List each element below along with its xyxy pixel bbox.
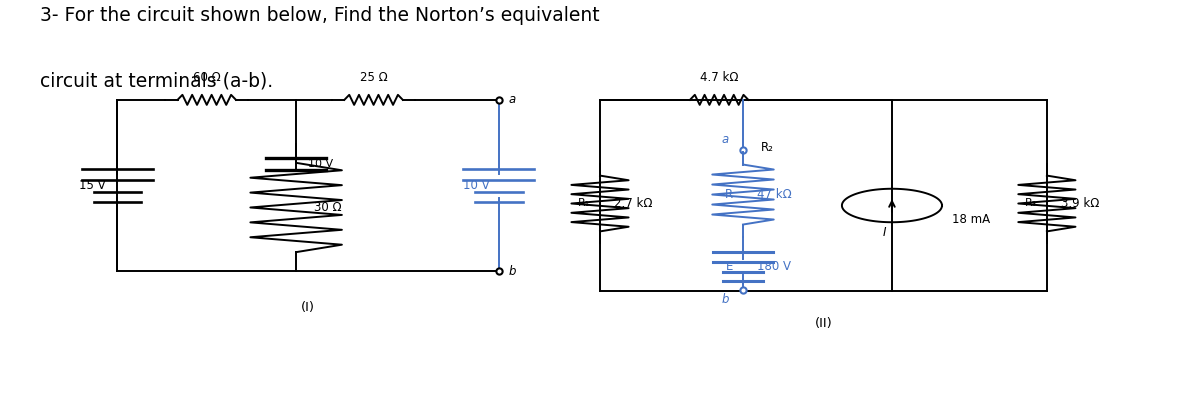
Text: 25 Ω: 25 Ω: [360, 71, 388, 84]
Text: E: E: [726, 260, 733, 274]
Text: R: R: [725, 188, 733, 201]
Text: R₁: R₁: [578, 199, 590, 208]
Text: I: I: [882, 226, 886, 239]
Text: a: a: [509, 93, 516, 106]
Text: 10 V: 10 V: [462, 179, 490, 192]
Text: 3.9 kΩ: 3.9 kΩ: [1061, 197, 1099, 210]
Text: 3- For the circuit shown below, Find the Norton’s equivalent: 3- For the circuit shown below, Find the…: [40, 6, 600, 25]
Text: 60 Ω: 60 Ω: [193, 71, 221, 84]
Text: 10 V: 10 V: [308, 159, 334, 168]
Text: (I): (I): [301, 301, 316, 314]
Text: 2.7 kΩ: 2.7 kΩ: [614, 197, 653, 210]
Text: 180 V: 180 V: [757, 260, 791, 274]
Text: b: b: [721, 293, 728, 306]
Text: R₃: R₃: [1025, 199, 1037, 208]
Text: 15 V: 15 V: [79, 179, 106, 192]
Text: 30 Ω: 30 Ω: [314, 201, 342, 214]
Text: circuit at terminals (a-b).: circuit at terminals (a-b).: [40, 72, 274, 91]
Text: R₂: R₂: [761, 141, 774, 154]
Text: a: a: [721, 133, 728, 146]
Text: 47 kΩ: 47 kΩ: [757, 188, 792, 201]
Text: (II): (II): [815, 317, 833, 330]
Text: 4.7 kΩ: 4.7 kΩ: [700, 71, 738, 84]
Text: 18 mA: 18 mA: [952, 213, 990, 226]
Text: b: b: [509, 265, 516, 278]
